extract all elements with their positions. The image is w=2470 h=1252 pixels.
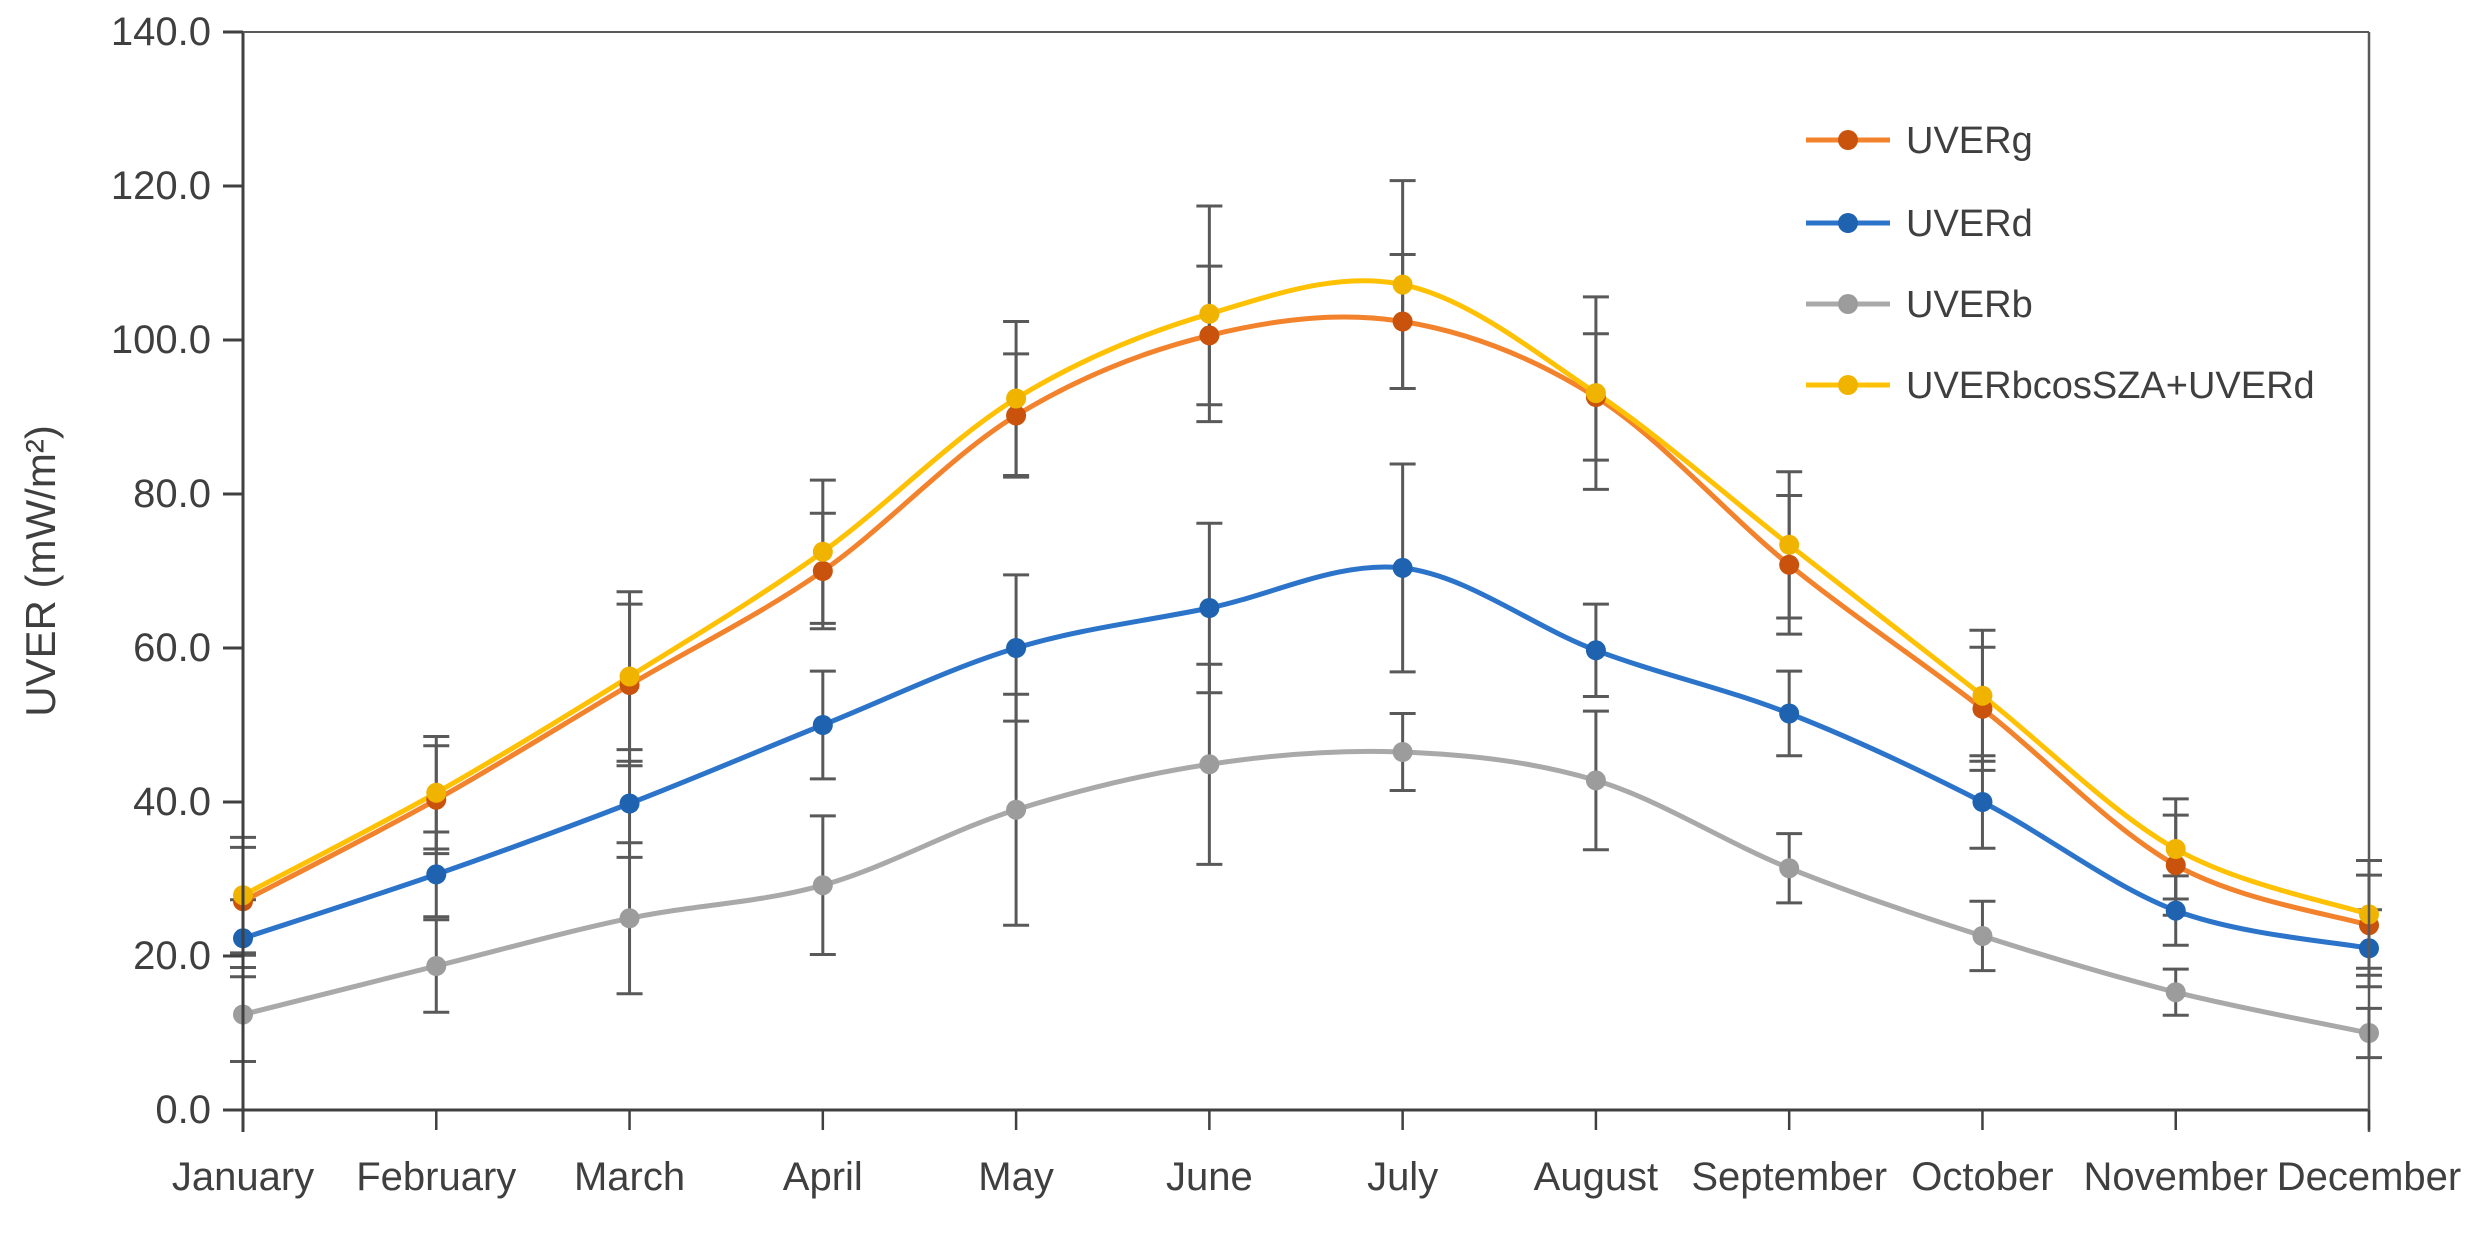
y-tick-label: 140.0 [111,10,211,54]
x-tick-label: February [356,1155,516,1199]
legend-label: UVERg [1906,120,2033,162]
data-point-UVERd [1779,703,1800,724]
data-point-UVERbcosSZA+UVERd [812,541,833,562]
data-point-UVERbcosSZA+UVERd [619,666,640,687]
x-tick-label: July [1367,1155,1438,1199]
legend-item-UVERd: UVERd [1806,203,2033,245]
legend-label: UVERbcosSZA+UVERd [1906,365,2315,407]
data-point-UVERb [619,908,640,929]
data-point-UVERg [1199,325,1220,346]
data-point-UVERg [812,561,833,581]
data-point-UVERd [2165,900,2186,921]
data-point-UVERbcosSZA+UVERd [1585,383,1606,404]
legend-label: UVERb [1906,284,2033,326]
data-point-UVERb [1392,742,1413,762]
series-line-UVERd [240,564,2372,951]
y-tick-label: 40.0 [133,780,211,824]
y-tick-label: 80.0 [133,472,211,516]
series-line-UVERbcosSZA+UVERd [240,278,2372,917]
data-point-UVERbcosSZA+UVERd [1392,274,1413,295]
x-tick-label: March [574,1155,685,1199]
data-point-UVERd [1585,640,1606,661]
data-point-UVERb [2165,982,2186,1003]
data-point-UVERd [1006,638,1027,658]
y-tick-label: 120.0 [111,164,211,208]
data-point-UVERd [1972,792,1993,812]
legend-item-UVERb: UVERb [1806,284,2033,326]
data-point-UVERbcosSZA+UVERd [2165,839,2186,859]
y-axis-title: UVER (mW/m²) [17,425,64,717]
data-point-UVERb [1779,858,1800,879]
y-tick-label: 20.0 [133,934,211,978]
legend-marker-dot [1838,294,1858,314]
data-point-UVERbcosSZA+UVERd [1972,685,1993,706]
data-point-UVERb [1006,799,1027,820]
data-point-UVERbcosSZA+UVERd [426,782,447,803]
y-tick-label: 100.0 [111,318,211,362]
legend-marker-dot [1838,130,1858,150]
data-point-UVERg [2165,855,2186,876]
series-line-UVERb [240,748,2372,1036]
y-tick-label: 0.0 [155,1088,211,1132]
data-point-UVERbcosSZA+UVERd [1779,534,1800,555]
legend-item-UVERg: UVERg [1806,120,2033,162]
data-point-UVERb [1199,754,1220,775]
data-point-UVERb [1972,926,1993,946]
data-point-UVERg [1779,554,1800,575]
data-point-UVERb [812,875,833,896]
data-point-UVERd [1199,598,1220,618]
series-line-UVERg [240,314,2372,928]
data-point-UVERbcosSZA+UVERd [1006,388,1027,409]
data-point-UVERg [1006,405,1027,426]
x-tick-label: January [172,1155,314,1199]
data-point-UVERg [1392,311,1413,332]
x-tick-label: November [2083,1155,2268,1199]
legend-item-UVERbcosSZA+UVERd: UVERbcosSZA+UVERd [1806,365,2315,407]
x-tick-label: October [1911,1155,2053,1199]
x-tick-label: September [1691,1155,1887,1199]
data-point-UVERd [619,793,640,814]
y-tick-label: 60.0 [133,626,211,670]
x-tick-label: August [1534,1155,1659,1199]
data-point-UVERb [426,956,447,976]
legend-label: UVERd [1906,203,2033,245]
data-point-UVERd [426,864,447,885]
x-tick-label: December [2277,1155,2462,1199]
x-tick-label: May [978,1155,1054,1199]
data-point-UVERd [812,715,833,735]
data-point-UVERd [1392,557,1413,578]
legend-marker-dot [1838,375,1858,395]
data-point-UVERb [1585,770,1606,791]
x-tick-label: April [783,1155,863,1199]
legend-marker-dot [1838,213,1858,233]
x-tick-label: June [1166,1155,1253,1199]
data-point-UVERbcosSZA+UVERd [1199,303,1220,324]
